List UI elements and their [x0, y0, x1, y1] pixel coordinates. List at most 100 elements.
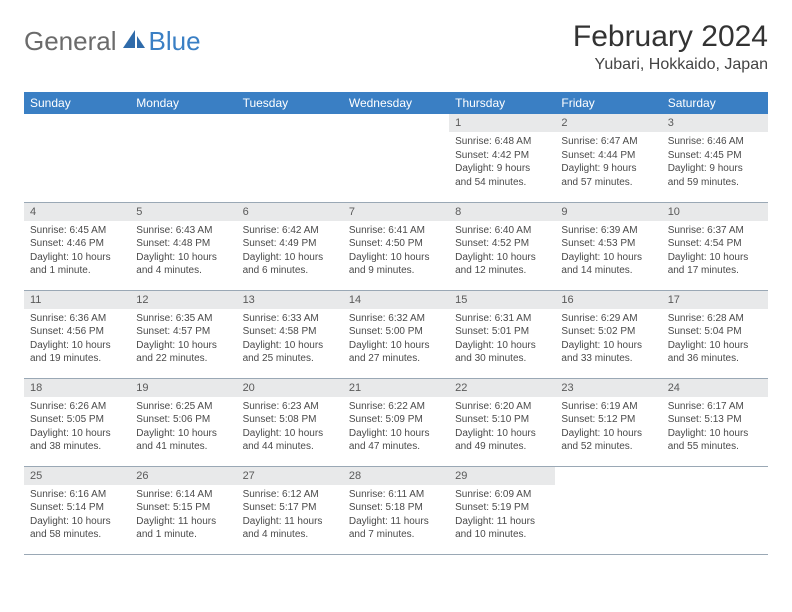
day-data: Sunrise: 6:41 AMSunset: 4:50 PMDaylight:… [343, 221, 449, 284]
day-data: Sunrise: 6:45 AMSunset: 4:46 PMDaylight:… [24, 221, 130, 284]
day-data: Sunrise: 6:29 AMSunset: 5:02 PMDaylight:… [555, 309, 661, 372]
weekday-header: Wednesday [343, 92, 449, 114]
day-data: Sunrise: 6:47 AMSunset: 4:44 PMDaylight:… [555, 132, 661, 195]
day-number: 22 [449, 379, 555, 397]
day-cell: 11Sunrise: 6:36 AMSunset: 4:56 PMDayligh… [24, 290, 130, 378]
day-cell: 25Sunrise: 6:16 AMSunset: 5:14 PMDayligh… [24, 466, 130, 554]
calendar-row: 18Sunrise: 6:26 AMSunset: 5:05 PMDayligh… [24, 378, 768, 466]
day-number: 15 [449, 291, 555, 309]
day-number: 25 [24, 467, 130, 485]
day-cell: 27Sunrise: 6:12 AMSunset: 5:17 PMDayligh… [237, 466, 343, 554]
day-data: Sunrise: 6:42 AMSunset: 4:49 PMDaylight:… [237, 221, 343, 284]
day-data: Sunrise: 6:28 AMSunset: 5:04 PMDaylight:… [662, 309, 768, 372]
day-number: 27 [237, 467, 343, 485]
day-cell: 22Sunrise: 6:20 AMSunset: 5:10 PMDayligh… [449, 378, 555, 466]
day-cell: 26Sunrise: 6:14 AMSunset: 5:15 PMDayligh… [130, 466, 236, 554]
day-number: 26 [130, 467, 236, 485]
title-block: February 2024 Yubari, Hokkaido, Japan [573, 20, 768, 74]
empty-cell [237, 114, 343, 202]
day-cell: 21Sunrise: 6:22 AMSunset: 5:09 PMDayligh… [343, 378, 449, 466]
day-data: Sunrise: 6:46 AMSunset: 4:45 PMDaylight:… [662, 132, 768, 195]
day-data: Sunrise: 6:23 AMSunset: 5:08 PMDaylight:… [237, 397, 343, 460]
calendar-row: 11Sunrise: 6:36 AMSunset: 4:56 PMDayligh… [24, 290, 768, 378]
day-data: Sunrise: 6:48 AMSunset: 4:42 PMDaylight:… [449, 132, 555, 195]
day-cell: 1Sunrise: 6:48 AMSunset: 4:42 PMDaylight… [449, 114, 555, 202]
day-number: 8 [449, 203, 555, 221]
day-number: 6 [237, 203, 343, 221]
day-cell: 10Sunrise: 6:37 AMSunset: 4:54 PMDayligh… [662, 202, 768, 290]
day-number: 18 [24, 379, 130, 397]
day-cell: 16Sunrise: 6:29 AMSunset: 5:02 PMDayligh… [555, 290, 661, 378]
day-cell: 20Sunrise: 6:23 AMSunset: 5:08 PMDayligh… [237, 378, 343, 466]
day-number: 23 [555, 379, 661, 397]
day-data: Sunrise: 6:32 AMSunset: 5:00 PMDaylight:… [343, 309, 449, 372]
day-data: Sunrise: 6:39 AMSunset: 4:53 PMDaylight:… [555, 221, 661, 284]
day-cell: 2Sunrise: 6:47 AMSunset: 4:44 PMDaylight… [555, 114, 661, 202]
day-number: 24 [662, 379, 768, 397]
empty-cell [662, 466, 768, 554]
day-number: 2 [555, 114, 661, 132]
day-data: Sunrise: 6:37 AMSunset: 4:54 PMDaylight:… [662, 221, 768, 284]
day-data: Sunrise: 6:25 AMSunset: 5:06 PMDaylight:… [130, 397, 236, 460]
day-number: 29 [449, 467, 555, 485]
day-cell: 9Sunrise: 6:39 AMSunset: 4:53 PMDaylight… [555, 202, 661, 290]
day-number: 4 [24, 203, 130, 221]
day-number: 11 [24, 291, 130, 309]
day-data: Sunrise: 6:36 AMSunset: 4:56 PMDaylight:… [24, 309, 130, 372]
logo-text-general: General [24, 26, 117, 57]
empty-cell [130, 114, 236, 202]
day-data: Sunrise: 6:12 AMSunset: 5:17 PMDaylight:… [237, 485, 343, 548]
calendar-table: SundayMondayTuesdayWednesdayThursdayFrid… [24, 92, 768, 555]
day-number: 10 [662, 203, 768, 221]
weekday-header-row: SundayMondayTuesdayWednesdayThursdayFrid… [24, 92, 768, 114]
day-cell: 15Sunrise: 6:31 AMSunset: 5:01 PMDayligh… [449, 290, 555, 378]
day-cell: 14Sunrise: 6:32 AMSunset: 5:00 PMDayligh… [343, 290, 449, 378]
day-cell: 13Sunrise: 6:33 AMSunset: 4:58 PMDayligh… [237, 290, 343, 378]
day-cell: 4Sunrise: 6:45 AMSunset: 4:46 PMDaylight… [24, 202, 130, 290]
day-number: 16 [555, 291, 661, 309]
location: Yubari, Hokkaido, Japan [573, 56, 768, 74]
day-number: 3 [662, 114, 768, 132]
day-data: Sunrise: 6:40 AMSunset: 4:52 PMDaylight:… [449, 221, 555, 284]
day-cell: 19Sunrise: 6:25 AMSunset: 5:06 PMDayligh… [130, 378, 236, 466]
day-data: Sunrise: 6:20 AMSunset: 5:10 PMDaylight:… [449, 397, 555, 460]
weekday-header: Friday [555, 92, 661, 114]
logo-text-blue: Blue [149, 26, 201, 57]
header: General Blue February 2024 Yubari, Hokka… [24, 20, 768, 74]
day-data: Sunrise: 6:43 AMSunset: 4:48 PMDaylight:… [130, 221, 236, 284]
logo: General Blue [24, 26, 201, 57]
empty-cell [343, 114, 449, 202]
day-cell: 3Sunrise: 6:46 AMSunset: 4:45 PMDaylight… [662, 114, 768, 202]
day-number: 28 [343, 467, 449, 485]
day-cell: 17Sunrise: 6:28 AMSunset: 5:04 PMDayligh… [662, 290, 768, 378]
day-number: 1 [449, 114, 555, 132]
weekday-header: Tuesday [237, 92, 343, 114]
day-data: Sunrise: 6:17 AMSunset: 5:13 PMDaylight:… [662, 397, 768, 460]
weekday-header: Thursday [449, 92, 555, 114]
day-cell: 7Sunrise: 6:41 AMSunset: 4:50 PMDaylight… [343, 202, 449, 290]
weekday-header: Monday [130, 92, 236, 114]
day-data: Sunrise: 6:16 AMSunset: 5:14 PMDaylight:… [24, 485, 130, 548]
day-data: Sunrise: 6:09 AMSunset: 5:19 PMDaylight:… [449, 485, 555, 548]
day-cell: 8Sunrise: 6:40 AMSunset: 4:52 PMDaylight… [449, 202, 555, 290]
day-number: 19 [130, 379, 236, 397]
calendar-row: 25Sunrise: 6:16 AMSunset: 5:14 PMDayligh… [24, 466, 768, 554]
day-data: Sunrise: 6:26 AMSunset: 5:05 PMDaylight:… [24, 397, 130, 460]
day-data: Sunrise: 6:31 AMSunset: 5:01 PMDaylight:… [449, 309, 555, 372]
day-data: Sunrise: 6:11 AMSunset: 5:18 PMDaylight:… [343, 485, 449, 548]
calendar-row: 4Sunrise: 6:45 AMSunset: 4:46 PMDaylight… [24, 202, 768, 290]
day-data: Sunrise: 6:33 AMSunset: 4:58 PMDaylight:… [237, 309, 343, 372]
day-number: 21 [343, 379, 449, 397]
day-number: 14 [343, 291, 449, 309]
day-cell: 5Sunrise: 6:43 AMSunset: 4:48 PMDaylight… [130, 202, 236, 290]
day-data: Sunrise: 6:19 AMSunset: 5:12 PMDaylight:… [555, 397, 661, 460]
calendar-body: 1Sunrise: 6:48 AMSunset: 4:42 PMDaylight… [24, 114, 768, 554]
day-number: 7 [343, 203, 449, 221]
day-data: Sunrise: 6:22 AMSunset: 5:09 PMDaylight:… [343, 397, 449, 460]
day-number: 12 [130, 291, 236, 309]
day-cell: 29Sunrise: 6:09 AMSunset: 5:19 PMDayligh… [449, 466, 555, 554]
day-cell: 18Sunrise: 6:26 AMSunset: 5:05 PMDayligh… [24, 378, 130, 466]
day-data: Sunrise: 6:14 AMSunset: 5:15 PMDaylight:… [130, 485, 236, 548]
weekday-header: Saturday [662, 92, 768, 114]
day-cell: 28Sunrise: 6:11 AMSunset: 5:18 PMDayligh… [343, 466, 449, 554]
